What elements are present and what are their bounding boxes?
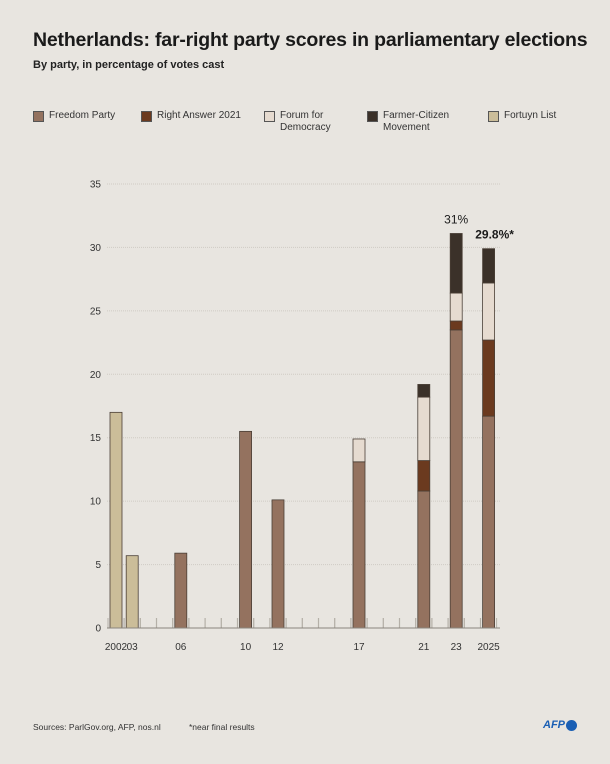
x-tick-label: 2025 bbox=[477, 642, 500, 653]
y-tick-label: 5 bbox=[95, 560, 101, 571]
bar-segment-freedom-party bbox=[174, 552, 188, 629]
afp-logo: AFP bbox=[543, 719, 577, 731]
y-tick-label: 25 bbox=[90, 306, 102, 317]
legend-label: Freedom Party bbox=[49, 110, 116, 121]
y-tick-label: 35 bbox=[90, 180, 102, 191]
x-tick-label: 10 bbox=[240, 642, 252, 653]
bar-segment-freedom-party bbox=[449, 329, 463, 629]
bar-segment-freedom-party bbox=[352, 461, 366, 629]
footnote: *near final results bbox=[189, 722, 255, 732]
legend-swatch bbox=[33, 111, 44, 122]
bar-segment-forum-for-democracy bbox=[417, 396, 431, 461]
y-tick-label: 20 bbox=[90, 370, 102, 381]
legend-item-forum-for-democracy: Forum for Democracy bbox=[264, 110, 331, 134]
bar-segment-right-answer-2021 bbox=[482, 339, 496, 417]
bar-segment-fortuyn-list bbox=[125, 555, 139, 629]
x-tick-label: 21 bbox=[418, 642, 430, 653]
y-tick-label: 30 bbox=[90, 243, 102, 254]
y-tick-label: 15 bbox=[90, 433, 102, 444]
bar-segment-forum-for-democracy bbox=[352, 438, 366, 463]
x-tick-label: 06 bbox=[175, 642, 187, 653]
legend-label: Forum for Democracy bbox=[280, 110, 331, 133]
legend-swatch bbox=[141, 111, 152, 122]
chart-subtitle: By party, in percentage of votes cast bbox=[33, 59, 225, 71]
y-tick-label: 0 bbox=[95, 624, 101, 635]
legend-swatch bbox=[264, 111, 275, 122]
legend-swatch bbox=[488, 111, 499, 122]
bar-segment-freedom-party bbox=[271, 499, 285, 629]
bar-segment-right-answer-2021 bbox=[449, 320, 463, 331]
legend-item-freedom-party: Freedom Party bbox=[33, 110, 115, 122]
bar-segment-fortuyn-list bbox=[109, 411, 123, 629]
bar-segment-right-answer-2021 bbox=[417, 460, 431, 492]
total-label: 29.8%* bbox=[475, 228, 514, 242]
x-tick-label: 23 bbox=[451, 642, 463, 653]
bar-segment-farmer-citizen-movement bbox=[482, 248, 496, 284]
y-tick-label: 10 bbox=[90, 497, 102, 508]
bar-segment-farmer-citizen-movement bbox=[449, 233, 463, 294]
bar-segment-freedom-party bbox=[482, 415, 496, 629]
legend-label: Right Answer 2021 bbox=[157, 110, 241, 121]
sources-note: Sources: ParlGov.org, AFP, nos.nl bbox=[33, 722, 161, 732]
legend-label: Farmer-Citizen Movement bbox=[383, 110, 450, 133]
bar-segment-freedom-party bbox=[417, 490, 431, 629]
bar-segment-forum-for-democracy bbox=[449, 292, 463, 322]
legend-swatch bbox=[367, 111, 378, 122]
legend-label: Fortuyn List bbox=[504, 110, 557, 121]
legend-item-farmer-citizen-movement: Farmer-Citizen Movement bbox=[367, 110, 449, 134]
x-tick-label: 17 bbox=[353, 642, 365, 653]
bar-segment-forum-for-democracy bbox=[482, 282, 496, 341]
legend-item-right-answer-2021: Right Answer 2021 bbox=[141, 110, 241, 122]
x-tick-label: 03 bbox=[127, 642, 139, 653]
legend-item-fortuyn-list: Fortuyn List bbox=[488, 110, 556, 122]
x-tick-label: 12 bbox=[272, 642, 284, 653]
chart-title: Netherlands: far-right party scores in p… bbox=[33, 29, 588, 51]
bar-segment-farmer-citizen-movement bbox=[417, 384, 431, 398]
x-tick-label: 2002 bbox=[105, 642, 128, 653]
bar-segment-freedom-party bbox=[239, 430, 253, 629]
total-label: 31% bbox=[444, 212, 468, 226]
